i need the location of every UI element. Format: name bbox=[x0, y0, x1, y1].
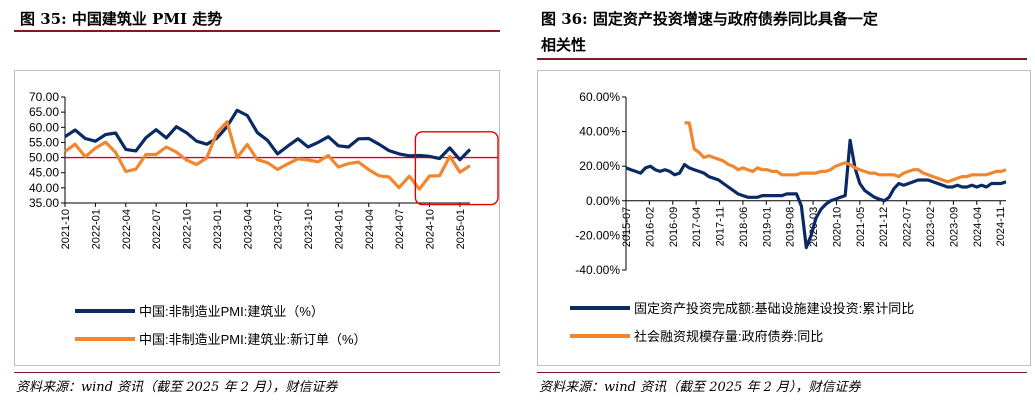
series-line-1 bbox=[684, 121, 1007, 184]
x-tick-label: 2025-01 bbox=[455, 209, 467, 249]
fai-vs-govbond-svg: -40.00% -20.00% 0.00% 20.00% 40.00% 60.00% 201… bbox=[570, 90, 1007, 344]
figure-35-panel: 图 35: 中国建筑业 PMI 走势 35.00 40.00 45.00 50.00 5… bbox=[0, 0, 512, 406]
series-line-0 bbox=[625, 138, 1007, 250]
figure-35-title: 图 35: 中国建筑业 PMI 走势 bbox=[20, 10, 223, 28]
x-tick-label: 2023-04 bbox=[242, 209, 254, 249]
x-tick-label: 2018-06 bbox=[738, 207, 750, 247]
x-tick-label: 2024-04 bbox=[364, 209, 376, 249]
x-tick-label: 2020-10 bbox=[831, 207, 843, 247]
construction-pmi-chart: 35.00 40.00 45.00 50.00 55.00 60.00 65.00 70.00… bbox=[14, 70, 500, 366]
x-tick-label: 2016-09 bbox=[668, 207, 680, 247]
x-tick-label: 2023-07 bbox=[273, 209, 285, 249]
x-tick-label: 2024-01 bbox=[333, 209, 345, 249]
y-tick-label: 50.00 bbox=[29, 151, 59, 165]
x-tick-label: 2022-10 bbox=[182, 209, 194, 249]
series-line-0 bbox=[64, 108, 472, 162]
x-tick-label: 2021-10 bbox=[60, 209, 72, 249]
legend-label-1: 社会融资规模存量:政府债券:同比 bbox=[634, 329, 823, 344]
y-tick-label: 35.00 bbox=[29, 196, 59, 210]
x-tick-label: 2024-07 bbox=[394, 209, 406, 249]
y-tick-label: 45.00 bbox=[29, 166, 59, 180]
x-tick-label: 2022-01 bbox=[90, 209, 102, 249]
y-tick-label: 70.00 bbox=[29, 90, 59, 104]
y-tick-label: -20.00% bbox=[575, 228, 620, 242]
x-tick-label: 2022-04 bbox=[121, 209, 133, 249]
x-tick-label: 2024-04 bbox=[972, 207, 984, 247]
x-tick-label: 2023-09 bbox=[948, 207, 960, 247]
x-tick-label: 2017-04 bbox=[691, 207, 703, 247]
figure-36-source: 资料来源：wind 资讯（截至 2025 年 2 月），财信证券 bbox=[539, 380, 861, 395]
figure-36-title-line1: 图 36: 固定资产投资增速与政府债券同比具备一定 bbox=[541, 10, 878, 28]
x-tick-label: 2024-10 bbox=[425, 209, 437, 249]
x-tick-label: 2017-11 bbox=[715, 207, 727, 247]
title-divider bbox=[14, 30, 500, 32]
legend-label-0: 中国:非制造业PMI:建筑业（%） bbox=[139, 304, 324, 319]
x-tick-label: 2022-07 bbox=[902, 207, 914, 247]
y-tick-label: 40.00% bbox=[579, 125, 620, 139]
legend-label-1: 中国:非制造业PMI:建筑业:新订单（%） bbox=[139, 332, 367, 347]
figure-36-panel: 图 36: 固定资产投资增速与政府债券同比具备一定 相关性 -40.00% -20… bbox=[523, 0, 1035, 406]
x-tick-label: 2024-11 bbox=[995, 207, 1007, 247]
x-tick-label: 2015-07 bbox=[621, 207, 633, 247]
x-tick-label: 2021-12 bbox=[878, 207, 890, 247]
series-line-1 bbox=[64, 120, 471, 191]
highlight-box bbox=[414, 131, 499, 206]
y-tick-label: 60.00% bbox=[579, 90, 620, 104]
title-divider bbox=[537, 58, 1027, 60]
source-divider bbox=[14, 372, 500, 373]
y-tick-label: 55.00 bbox=[29, 135, 59, 149]
y-tick-label: -40.00% bbox=[575, 263, 620, 277]
x-tick-label: 2022-07 bbox=[151, 209, 163, 249]
y-tick-label: 65.00 bbox=[29, 105, 59, 119]
figure-35-source: 资料来源：wind 资讯（截至 2025 年 2 月），财信证券 bbox=[16, 380, 338, 395]
legend-label-0: 固定资产投资完成额:基础设施建设投资:累计同比 bbox=[634, 301, 914, 316]
x-tick-label: 2023-10 bbox=[303, 209, 315, 249]
x-tick-label: 2016-02 bbox=[644, 207, 656, 247]
x-tick-label: 2021-05 bbox=[855, 207, 867, 247]
source-divider bbox=[537, 372, 1027, 373]
y-tick-label: 60.00 bbox=[29, 120, 59, 134]
x-tick-label: 2023-02 bbox=[925, 207, 937, 247]
fai-vs-govbond-chart: -40.00% -20.00% 0.00% 20.00% 40.00% 60.00% 201… bbox=[537, 70, 1031, 366]
figure-36-title-line2: 相关性 bbox=[541, 36, 587, 54]
x-tick-label: 2019-08 bbox=[785, 207, 797, 247]
y-tick-label: 40.00 bbox=[29, 181, 59, 195]
y-tick-label: 0.00% bbox=[586, 194, 620, 208]
y-tick-label: 20.00% bbox=[579, 159, 620, 173]
x-tick-label: 2023-01 bbox=[212, 209, 224, 249]
x-tick-label: 2019-01 bbox=[761, 207, 773, 247]
